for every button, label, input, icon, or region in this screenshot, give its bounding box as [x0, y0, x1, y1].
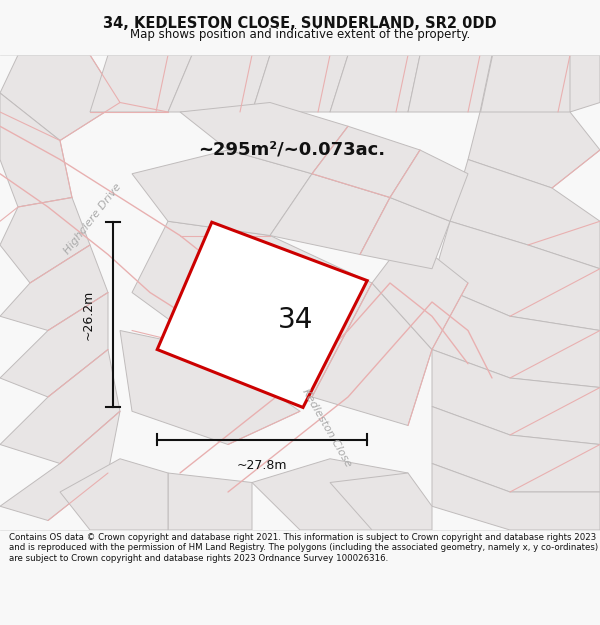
Polygon shape: [90, 55, 192, 112]
Text: 34: 34: [278, 306, 313, 334]
Polygon shape: [0, 349, 120, 464]
Polygon shape: [432, 283, 600, 388]
Polygon shape: [270, 174, 390, 254]
Polygon shape: [432, 221, 600, 331]
Polygon shape: [168, 473, 252, 530]
Text: Contains OS data © Crown copyright and database right 2021. This information is : Contains OS data © Crown copyright and d…: [9, 533, 598, 562]
Polygon shape: [372, 236, 468, 349]
Text: ~295m²/~0.073ac.: ~295m²/~0.073ac.: [198, 141, 385, 159]
Polygon shape: [0, 245, 108, 331]
Polygon shape: [432, 349, 600, 444]
Polygon shape: [60, 459, 168, 530]
Text: Map shows position and indicative extent of the property.: Map shows position and indicative extent…: [130, 28, 470, 41]
Polygon shape: [570, 55, 600, 112]
Polygon shape: [0, 292, 108, 397]
Polygon shape: [252, 55, 348, 112]
Text: ~26.2m: ~26.2m: [82, 290, 95, 340]
Polygon shape: [468, 112, 600, 188]
Polygon shape: [0, 93, 72, 207]
Polygon shape: [120, 331, 300, 444]
Polygon shape: [360, 198, 450, 269]
Polygon shape: [0, 411, 120, 521]
Polygon shape: [432, 406, 600, 492]
Text: Kedleston Close: Kedleston Close: [301, 387, 353, 469]
Polygon shape: [330, 473, 432, 530]
Polygon shape: [168, 55, 270, 112]
Polygon shape: [390, 150, 468, 221]
Polygon shape: [450, 159, 600, 269]
Polygon shape: [330, 55, 420, 112]
Polygon shape: [157, 222, 367, 408]
Polygon shape: [480, 55, 570, 112]
Polygon shape: [132, 221, 372, 397]
Polygon shape: [432, 464, 600, 530]
Polygon shape: [312, 283, 432, 426]
Text: ~27.8m: ~27.8m: [237, 459, 287, 472]
Polygon shape: [180, 102, 348, 174]
Polygon shape: [312, 126, 420, 198]
Polygon shape: [408, 55, 492, 112]
Polygon shape: [132, 150, 312, 236]
Polygon shape: [0, 55, 120, 141]
Text: Highclere Drive: Highclere Drive: [62, 182, 124, 256]
Polygon shape: [0, 198, 90, 283]
Text: 34, KEDLESTON CLOSE, SUNDERLAND, SR2 0DD: 34, KEDLESTON CLOSE, SUNDERLAND, SR2 0DD: [103, 16, 497, 31]
Polygon shape: [252, 459, 408, 530]
